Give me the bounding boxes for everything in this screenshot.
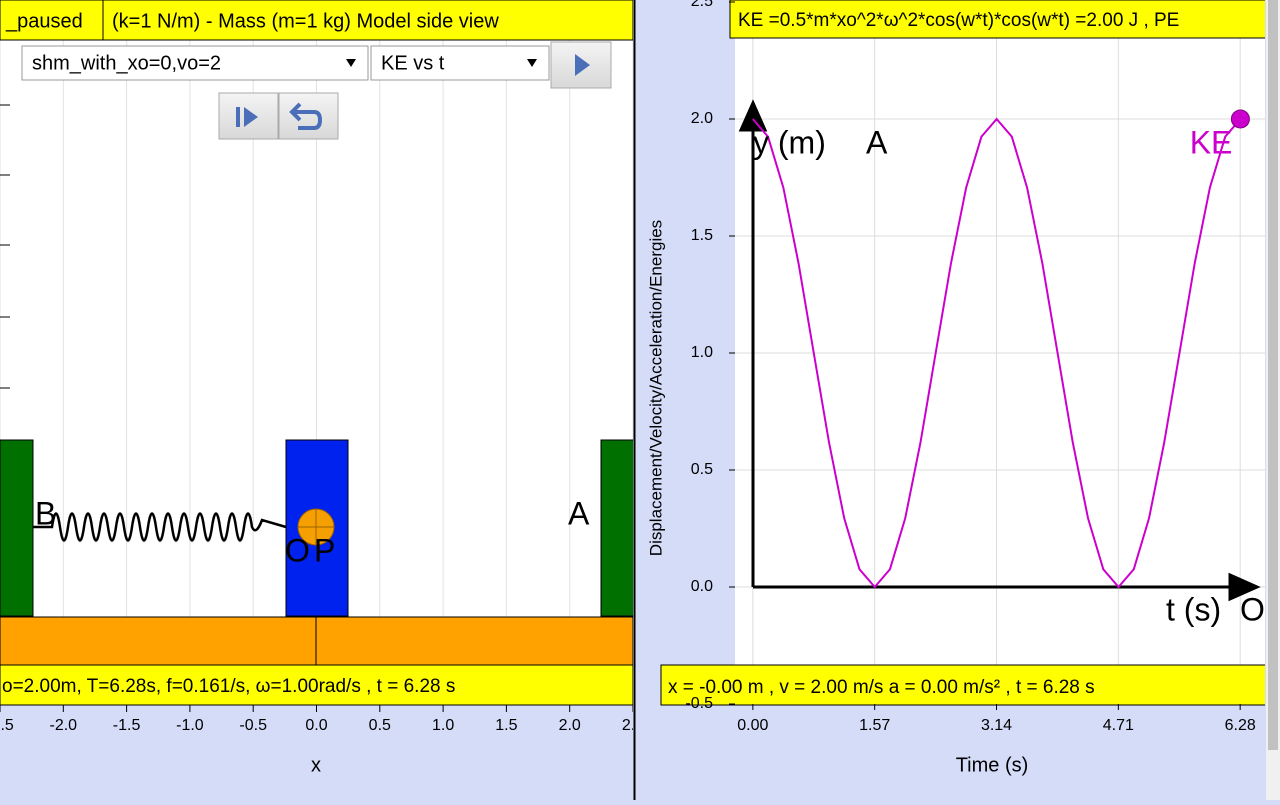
x-axis-title: Time (s)	[956, 754, 1029, 776]
x-tick-label: 6.28	[1225, 717, 1256, 734]
annotation: A	[866, 124, 888, 160]
x-tick-label: 2.5	[622, 717, 644, 734]
label-a: A	[568, 495, 590, 531]
x-axis-title: x	[311, 754, 321, 776]
reset-button[interactable]	[278, 92, 339, 140]
x-tick-label: -1.0	[176, 717, 204, 734]
spring	[33, 512, 287, 542]
x-tick-label: 2.0	[559, 717, 581, 734]
status: _paused	[5, 10, 83, 32]
annotation: O	[1240, 591, 1265, 627]
header-text: KE =0.5*m*xo^2*ω^2*cos(w*t)*cos(w*t) =2.…	[738, 10, 1179, 31]
x-tick-label: 1.0	[432, 717, 454, 734]
readout-bar	[660, 664, 1265, 706]
y-tick-label: 0.5	[691, 461, 713, 478]
scrollbar-thumb[interactable]	[1268, 0, 1278, 750]
graph-panel: KE y (m) At (s) O KE =0.5*m*xo^2*ω^2*cos(w*…	[646, 0, 1265, 776]
play-button[interactable]	[550, 41, 612, 89]
x-tick-label: -1.5	[113, 717, 141, 734]
x-tick-label: 4.71	[1103, 717, 1134, 734]
model-panel: B A O P o=2.00m, T=6.28s, f=0.161/s, ω=1…	[0, 0, 644, 776]
center-cross	[298, 509, 334, 545]
y-tick-label: 1.0	[691, 344, 713, 361]
readout-text: x = -0.00 m , v = 2.00 m/s a = 0.00 m/s²…	[668, 677, 1095, 698]
info-text: o=2.00m, T=6.28s, f=0.161/s, ω=1.00rad/s…	[2, 676, 455, 697]
x-tick-label: 0.00	[737, 717, 768, 734]
graph-select-text[interactable]: KE vs t	[381, 52, 445, 74]
label-b: B	[35, 495, 56, 531]
wall-right	[600, 439, 633, 617]
model-select[interactable]: shm_with_xo=0,vo=2	[21, 45, 369, 81]
current-point	[1230, 109, 1250, 129]
x-tick-label: -2.0	[50, 717, 78, 734]
y-tick-label: -0.5	[685, 695, 713, 712]
x-tick-label: 1.57	[859, 717, 890, 734]
x-tick-label: 1.5	[495, 717, 517, 734]
label-p: P	[314, 532, 335, 568]
wall-left	[0, 439, 34, 617]
annotation: y (m)	[753, 124, 826, 160]
y-tick-label: 2.5	[691, 0, 713, 10]
graph-select[interactable]: KE vs t	[370, 45, 550, 81]
title-bar	[0, 0, 633, 41]
x-tick-label: 0.0	[305, 717, 327, 734]
label-o: O	[285, 532, 310, 568]
y-tick-label: 0.0	[691, 578, 713, 595]
y-tick-label: 2.0	[691, 110, 713, 127]
model-title: (k=1 N/m) - Mass (m=1 kg) Model side vie…	[112, 10, 499, 32]
x-tick-label: 0.5	[369, 717, 391, 734]
x-tick-label: -2.5	[0, 717, 14, 734]
header-bar	[729, 0, 1265, 39]
y-axis-title: Displacement/Velocity/Acceleration/Energ…	[646, 220, 665, 556]
info-bar	[0, 664, 633, 706]
line	[752, 117, 1242, 589]
x-tick-label: -0.5	[239, 717, 267, 734]
step-button[interactable]	[218, 92, 279, 140]
annotation: t (s)	[1166, 591, 1221, 627]
series-label: KE	[1190, 124, 1233, 160]
model-select-text[interactable]: shm_with_xo=0,vo=2	[32, 52, 221, 74]
y-tick-label: 1.5	[691, 227, 713, 244]
axes-arrows	[738, 99, 1261, 602]
x-tick-label: 3.14	[981, 717, 1012, 734]
